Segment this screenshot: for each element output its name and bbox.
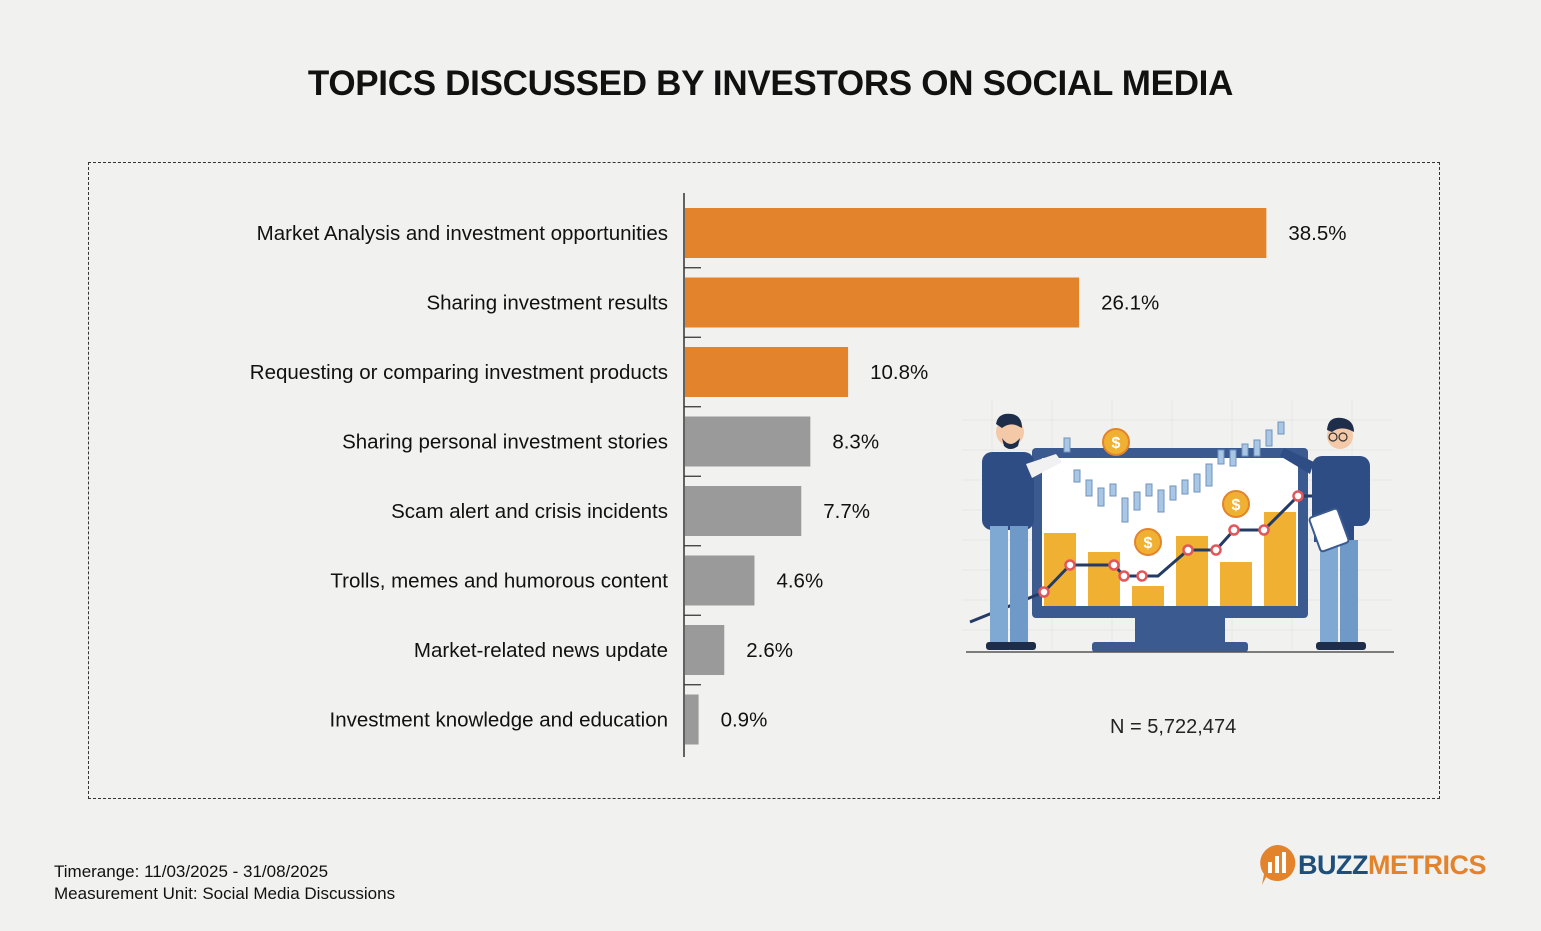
svg-text:$: $ bbox=[1144, 535, 1153, 552]
investor-left-icon bbox=[982, 413, 1062, 650]
footer-measurement-unit: Measurement Unit: Social Media Discussio… bbox=[54, 884, 396, 903]
chart-frame bbox=[88, 162, 1440, 799]
candlesticks bbox=[1063, 421, 1285, 523]
logo-text-metrics: METRICS bbox=[1367, 849, 1487, 880]
svg-text:$: $ bbox=[1232, 497, 1241, 514]
value-label: 8.3% bbox=[832, 431, 879, 454]
category-label: Trolls, memes and humorous content bbox=[330, 570, 668, 593]
category-label: Market-related news update bbox=[414, 639, 668, 662]
buzzmetrics-logo: BUZZ METRICS bbox=[1258, 842, 1488, 888]
value-label: 38.5% bbox=[1288, 222, 1346, 245]
category-label: Market Analysis and investment opportuni… bbox=[257, 222, 668, 245]
bar bbox=[685, 416, 811, 467]
footer: Timerange: 11/03/2025 - 31/08/2025 Measu… bbox=[54, 861, 395, 905]
bar bbox=[685, 694, 699, 745]
bar bbox=[685, 486, 802, 536]
value-label: 0.9% bbox=[721, 709, 768, 732]
value-label: 2.6% bbox=[746, 639, 793, 662]
category-label: Sharing investment results bbox=[426, 292, 668, 315]
bar bbox=[685, 555, 755, 606]
bar bbox=[685, 208, 1267, 258]
trend-points bbox=[1038, 490, 1330, 598]
bar bbox=[685, 277, 1080, 328]
category-label: Sharing personal investment stories bbox=[342, 431, 668, 454]
trend-line bbox=[969, 466, 1356, 624]
category-label: Investment knowledge and education bbox=[330, 709, 668, 732]
bar-chart-bubble-icon bbox=[1260, 845, 1296, 885]
bar bbox=[685, 625, 725, 675]
value-label: 26.1% bbox=[1101, 292, 1159, 315]
sample-size-note: N = 5,722,474 bbox=[1110, 716, 1237, 738]
bar bbox=[685, 347, 849, 397]
chart-title: TOPICS DISCUSSED BY INVESTORS ON SOCIAL … bbox=[307, 64, 1234, 103]
investors-illustration: $ $ $ bbox=[962, 400, 1394, 653]
coin-icons: $ $ $ bbox=[1102, 428, 1250, 556]
investor-right-icon bbox=[1280, 417, 1370, 650]
value-label: 7.7% bbox=[823, 500, 870, 523]
footer-timerange: Timerange: 11/03/2025 - 31/08/2025 bbox=[54, 862, 329, 881]
category-label: Requesting or comparing investment produ… bbox=[250, 361, 668, 384]
value-label: 4.6% bbox=[776, 570, 823, 593]
category-label: Scam alert and crisis incidents bbox=[391, 500, 668, 523]
value-label: 10.8% bbox=[870, 361, 928, 384]
svg-text:$: $ bbox=[1112, 435, 1121, 452]
logo-text-buzz: BUZZ bbox=[1298, 849, 1368, 880]
